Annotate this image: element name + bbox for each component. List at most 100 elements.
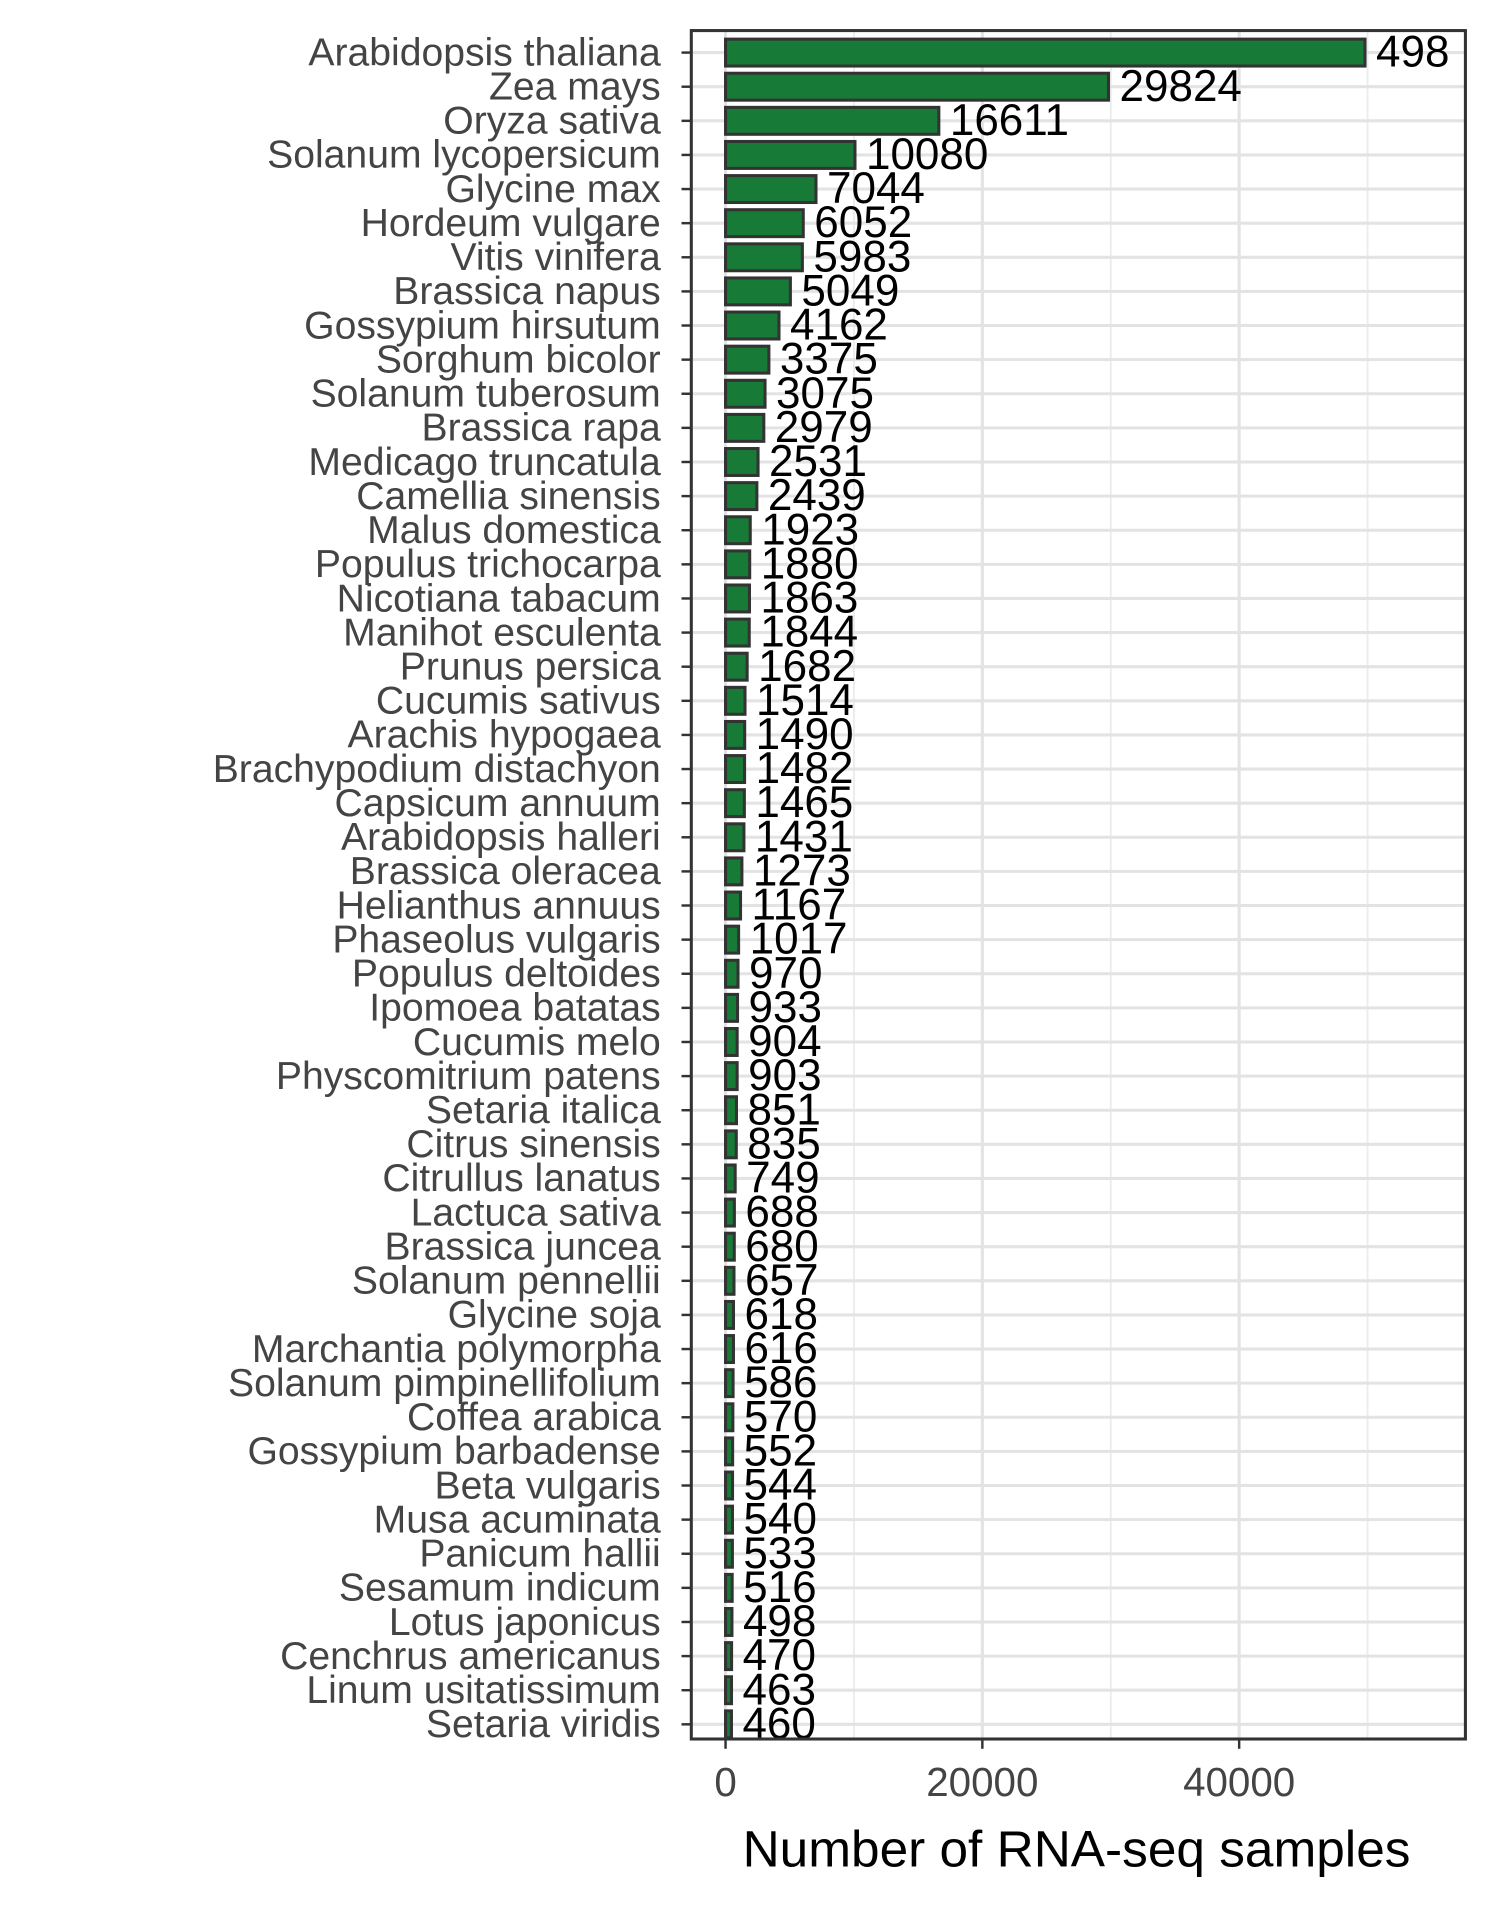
- y-tick-label: Marchantia polymorpha: [252, 1328, 661, 1371]
- y-tick-label: Beta vulgaris: [435, 1464, 661, 1507]
- bar: [724, 1572, 734, 1603]
- y-tick-label: Capsicum annuum: [335, 782, 661, 825]
- value-label: 688: [745, 1188, 818, 1237]
- y-tick-label: Solanum pennellii: [352, 1260, 661, 1303]
- bar: [724, 1163, 737, 1194]
- x-tick-label: 0: [714, 1759, 736, 1805]
- value-label: 460: [742, 1699, 815, 1748]
- value-label: 904: [748, 1017, 821, 1066]
- y-tick-label: Brachypodium distachyon: [213, 748, 661, 791]
- y-tick-label: Brassica juncea: [385, 1225, 661, 1268]
- value-label: 470: [743, 1631, 816, 1680]
- bar: [724, 208, 805, 239]
- y-tick-label: Sorghum bicolor: [376, 338, 661, 381]
- value-label: 1482: [756, 744, 854, 793]
- y-tick-label: Glycine max: [445, 168, 661, 211]
- value-label: 6052: [814, 198, 912, 247]
- y-tick-label: Physcomitrium patens: [276, 1055, 661, 1098]
- bar: [724, 1231, 736, 1262]
- bar: [724, 1504, 735, 1535]
- value-label: 657: [745, 1256, 818, 1305]
- y-tick-label: Helianthus annuus: [337, 884, 661, 927]
- value-label: 5983: [813, 232, 911, 281]
- value-label: 970: [749, 949, 822, 998]
- value-label: 516: [743, 1563, 816, 1612]
- bar: [724, 1265, 736, 1296]
- y-tick-label: Gossypium hirsutum: [304, 304, 661, 347]
- x-tick-label: 40000: [1183, 1759, 1295, 1805]
- bar: [724, 481, 759, 512]
- bar: [724, 1675, 734, 1706]
- y-tick-label: Prunus persica: [400, 645, 661, 688]
- value-label: 1273: [753, 846, 851, 895]
- value-label: 10080: [866, 130, 988, 179]
- bar: [724, 378, 767, 409]
- bar: [724, 1641, 734, 1672]
- y-tick-label: Panicum hallii: [419, 1533, 660, 1576]
- bar: [724, 685, 747, 716]
- bar: [724, 276, 792, 307]
- value-label: 1863: [760, 574, 858, 623]
- bar: [724, 71, 1111, 102]
- value-label: 1017: [750, 915, 848, 964]
- bar: [724, 788, 746, 819]
- bar: [724, 344, 771, 375]
- bar: [724, 174, 818, 205]
- y-tick-label: Hordeum vulgare: [361, 202, 661, 245]
- bar: [724, 651, 749, 682]
- value-label: 903: [748, 1051, 821, 1100]
- bar: [724, 1129, 738, 1160]
- bar: [724, 1709, 733, 1740]
- bar: [724, 1061, 739, 1092]
- value-label: 540: [743, 1495, 816, 1544]
- y-tick-label: Citrus sinensis: [406, 1123, 660, 1166]
- bar: [724, 1606, 734, 1637]
- value-label: 618: [744, 1290, 817, 1339]
- y-tick-label: Oryza sativa: [443, 100, 661, 143]
- y-tick-label: Linum usitatissimum: [306, 1669, 660, 1712]
- value-label: 851: [747, 1085, 820, 1134]
- y-tick-label: Coffea arabica: [407, 1396, 661, 1439]
- y-tick-label: Sesamum indicum: [339, 1567, 661, 1610]
- plot-border: [689, 29, 1467, 1741]
- value-label: 29824: [1120, 62, 1242, 111]
- value-label: 586: [744, 1358, 817, 1407]
- y-tick-label: Citrullus lanatus: [382, 1157, 660, 1200]
- value-label: 1490: [756, 710, 854, 759]
- bar: [724, 1470, 735, 1501]
- y-tick-label: Cenchrus americanus: [280, 1635, 661, 1678]
- value-label: 616: [744, 1324, 817, 1373]
- y-tick-label: Solanum tuberosum: [311, 373, 661, 416]
- y-tick-label: Brassica oleracea: [350, 850, 661, 893]
- value-label: 1682: [758, 642, 856, 691]
- bar: [724, 1027, 739, 1057]
- y-tick-label: Musa acuminata: [374, 1498, 661, 1541]
- y-tick-label: Lotus japonicus: [389, 1601, 661, 1644]
- y-tick-label: Nicotiana tabacum: [337, 577, 661, 620]
- value-label: 1431: [755, 812, 853, 861]
- y-tick-label: Arabidopsis thaliana: [308, 31, 661, 74]
- y-tick-label: Solanum lycopersicum: [267, 134, 661, 177]
- value-label: 533: [743, 1529, 816, 1578]
- y-tick-label: Malus domestica: [367, 509, 661, 552]
- y-tick-label: Populus trichocarpa: [315, 543, 661, 586]
- value-label: 3075: [776, 369, 874, 418]
- value-label: 2439: [768, 471, 866, 520]
- x-tick-label: 20000: [926, 1759, 1038, 1805]
- value-label: 544: [744, 1461, 817, 1510]
- y-tick-label: Populus deltoides: [352, 953, 661, 996]
- y-tick-label: Solanum pimpinellifolium: [228, 1362, 661, 1405]
- bar: [724, 754, 747, 785]
- bar: [724, 583, 751, 614]
- bar: [724, 1197, 736, 1228]
- value-label: 570: [744, 1392, 817, 1441]
- value-label: 5049: [801, 266, 899, 315]
- value-label: 1167: [752, 881, 847, 930]
- bar: [724, 958, 740, 989]
- value-label: 2979: [775, 403, 873, 452]
- value-label: 835: [747, 1119, 820, 1168]
- value-label: 680: [745, 1222, 818, 1271]
- y-tick-label: Glycine soja: [448, 1294, 661, 1337]
- bar: [724, 1402, 735, 1433]
